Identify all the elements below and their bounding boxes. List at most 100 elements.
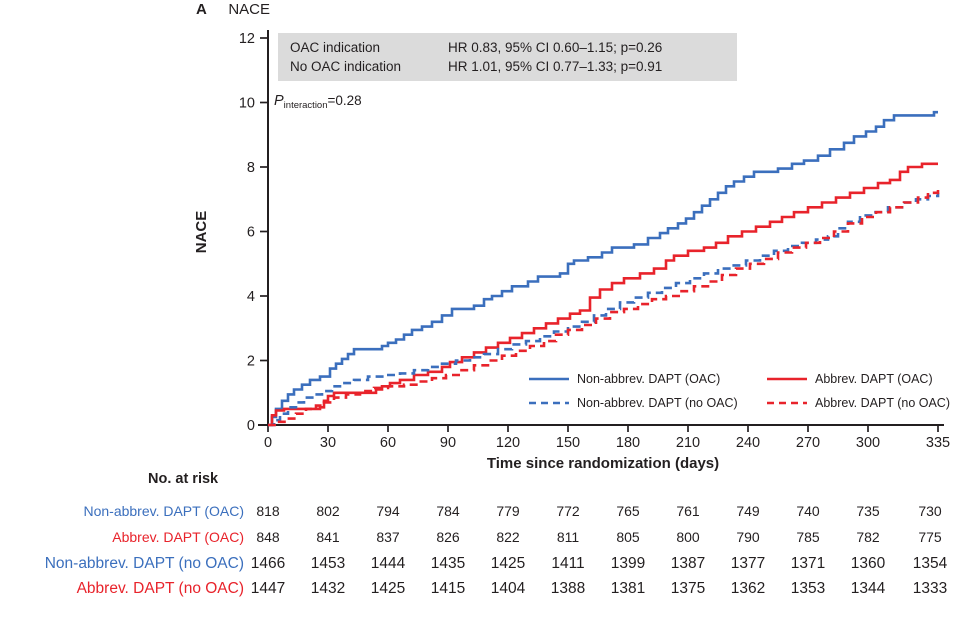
risk-cell: 775 <box>918 529 942 545</box>
risk-cell: 765 <box>616 503 640 519</box>
legend-item: Non-abbrev. DAPT (no OAC) <box>528 396 738 410</box>
risk-cell: 1353 <box>790 580 826 597</box>
risk-cell: 837 <box>376 529 400 545</box>
legend-label: Non-abbrev. DAPT (no OAC) <box>577 396 738 410</box>
x-tick-label: 120 <box>496 435 520 451</box>
hr-row2-value: HR 1.01, 95% CI 0.77–1.33; p=0.91 <box>448 59 663 74</box>
hr-row1-value: HR 0.83, 95% CI 0.60–1.15; p=0.26 <box>448 40 663 55</box>
p-symbol: P <box>274 93 284 109</box>
risk-cell: 805 <box>616 529 640 545</box>
risk-cell: 1333 <box>912 580 948 597</box>
risk-cell: 1432 <box>310 580 346 597</box>
y-tick-label: 12 <box>239 31 255 47</box>
risk-cell: 782 <box>856 529 880 545</box>
legend-label: Abbrev. DAPT (OAC) <box>815 372 933 386</box>
risk-cell: 761 <box>676 503 700 519</box>
risk-cell: 1360 <box>850 555 886 572</box>
y-tick-label: 4 <box>247 289 255 305</box>
x-tick-label: 180 <box>616 435 640 451</box>
x-tick-label: 210 <box>676 435 700 451</box>
risk-cell: 1466 <box>250 555 286 572</box>
legend-line-dashed-blue-icon <box>529 401 569 405</box>
series-curve-2 <box>268 192 940 427</box>
p-value: =0.28 <box>327 93 362 108</box>
legend-line-solid-red-icon <box>767 377 807 381</box>
risk-table-header: No. at risk <box>148 471 219 487</box>
risk-cell: 1425 <box>490 555 526 572</box>
y-tick-label: 0 <box>247 418 255 434</box>
legend-item: Abbrev. DAPT (OAC) <box>766 372 933 386</box>
risk-cell: 1425 <box>370 580 406 597</box>
x-tick-label: 30 <box>320 435 336 451</box>
y-tick-label: 10 <box>239 96 255 112</box>
risk-cell: 1404 <box>490 580 526 597</box>
legend-line-solid-blue-icon <box>529 377 569 381</box>
x-tick-label: 240 <box>736 435 760 451</box>
risk-cell: 1375 <box>670 580 706 597</box>
x-tick-label: 150 <box>556 435 580 451</box>
risk-cell: 740 <box>796 503 820 519</box>
risk-cell: 730 <box>918 503 942 519</box>
risk-cell: 1435 <box>430 555 466 572</box>
y-tick-label: 8 <box>247 160 255 176</box>
risk-cell: 1415 <box>430 580 466 597</box>
risk-cell: 811 <box>556 529 580 545</box>
y-tick-label: 6 <box>247 225 255 241</box>
risk-row-label: Abbrev. DAPT (no OAC) <box>76 580 244 597</box>
risk-cell: 841 <box>316 529 340 545</box>
legend-item: Abbrev. DAPT (no OAC) <box>766 396 950 410</box>
risk-cell: 1399 <box>610 555 646 572</box>
risk-cell: 1344 <box>850 580 886 597</box>
x-tick-label: 300 <box>856 435 880 451</box>
risk-cell: 1453 <box>310 555 346 572</box>
risk-cell: 826 <box>436 529 460 545</box>
risk-cell: 784 <box>436 503 460 519</box>
risk-cell: 1354 <box>912 555 948 572</box>
risk-cell: 802 <box>316 503 340 519</box>
risk-cell: 735 <box>856 503 880 519</box>
series-curve-1 <box>268 162 938 427</box>
y-axis-title: NACE <box>193 211 210 254</box>
risk-row-label: Non-abbrev. DAPT (no OAC) <box>44 555 244 572</box>
risk-cell: 818 <box>256 503 280 519</box>
x-tick-label: 60 <box>380 435 396 451</box>
panel-title: NACE <box>228 1 271 18</box>
legend-label: Non-abbrev. DAPT (OAC) <box>577 372 721 386</box>
risk-cell: 749 <box>736 503 760 519</box>
risk-cell: 772 <box>556 503 580 519</box>
risk-cell: 822 <box>496 529 520 545</box>
risk-cell: 1447 <box>250 580 286 597</box>
legend-label: Abbrev. DAPT (no OAC) <box>815 396 950 410</box>
risk-cell: 1387 <box>670 555 706 572</box>
p-interaction: Pinteraction=0.28 <box>274 93 362 111</box>
risk-cell: 1371 <box>790 555 826 572</box>
x-axis-title: Time since randomization (days) <box>487 455 719 472</box>
x-tick-label: 0 <box>264 435 272 451</box>
p-subscript: interaction <box>283 100 328 111</box>
hr-row2-label: No OAC indication <box>290 59 402 74</box>
risk-cell: 1444 <box>370 555 406 572</box>
y-tick-label: 2 <box>247 354 255 370</box>
risk-cell: 1377 <box>730 555 766 572</box>
hazard-ratio-box: OAC indication HR 0.83, 95% CI 0.60–1.15… <box>278 33 737 81</box>
hr-row1-label: OAC indication <box>290 40 381 55</box>
risk-cell: 1411 <box>551 555 585 572</box>
risk-cell: 848 <box>256 529 280 545</box>
panel-header: A NACE <box>196 1 270 18</box>
series-curve-3 <box>268 189 940 427</box>
legend-item: Non-abbrev. DAPT (OAC) <box>528 372 720 386</box>
series-curve-0 <box>268 110 938 427</box>
risk-cell: 790 <box>736 529 760 545</box>
x-tick-label: 270 <box>796 435 820 451</box>
risk-cell: 1388 <box>550 580 586 597</box>
risk-cell: 1381 <box>610 580 646 597</box>
risk-cell: 779 <box>496 503 520 519</box>
x-tick-label: 335 <box>926 435 950 451</box>
risk-cell: 800 <box>676 529 700 545</box>
risk-cell: 785 <box>796 529 820 545</box>
risk-row-label: Abbrev. DAPT (OAC) <box>112 529 244 545</box>
panel-letter: A <box>196 1 208 18</box>
risk-row-label: Non-abbrev. DAPT (OAC) <box>83 503 244 519</box>
